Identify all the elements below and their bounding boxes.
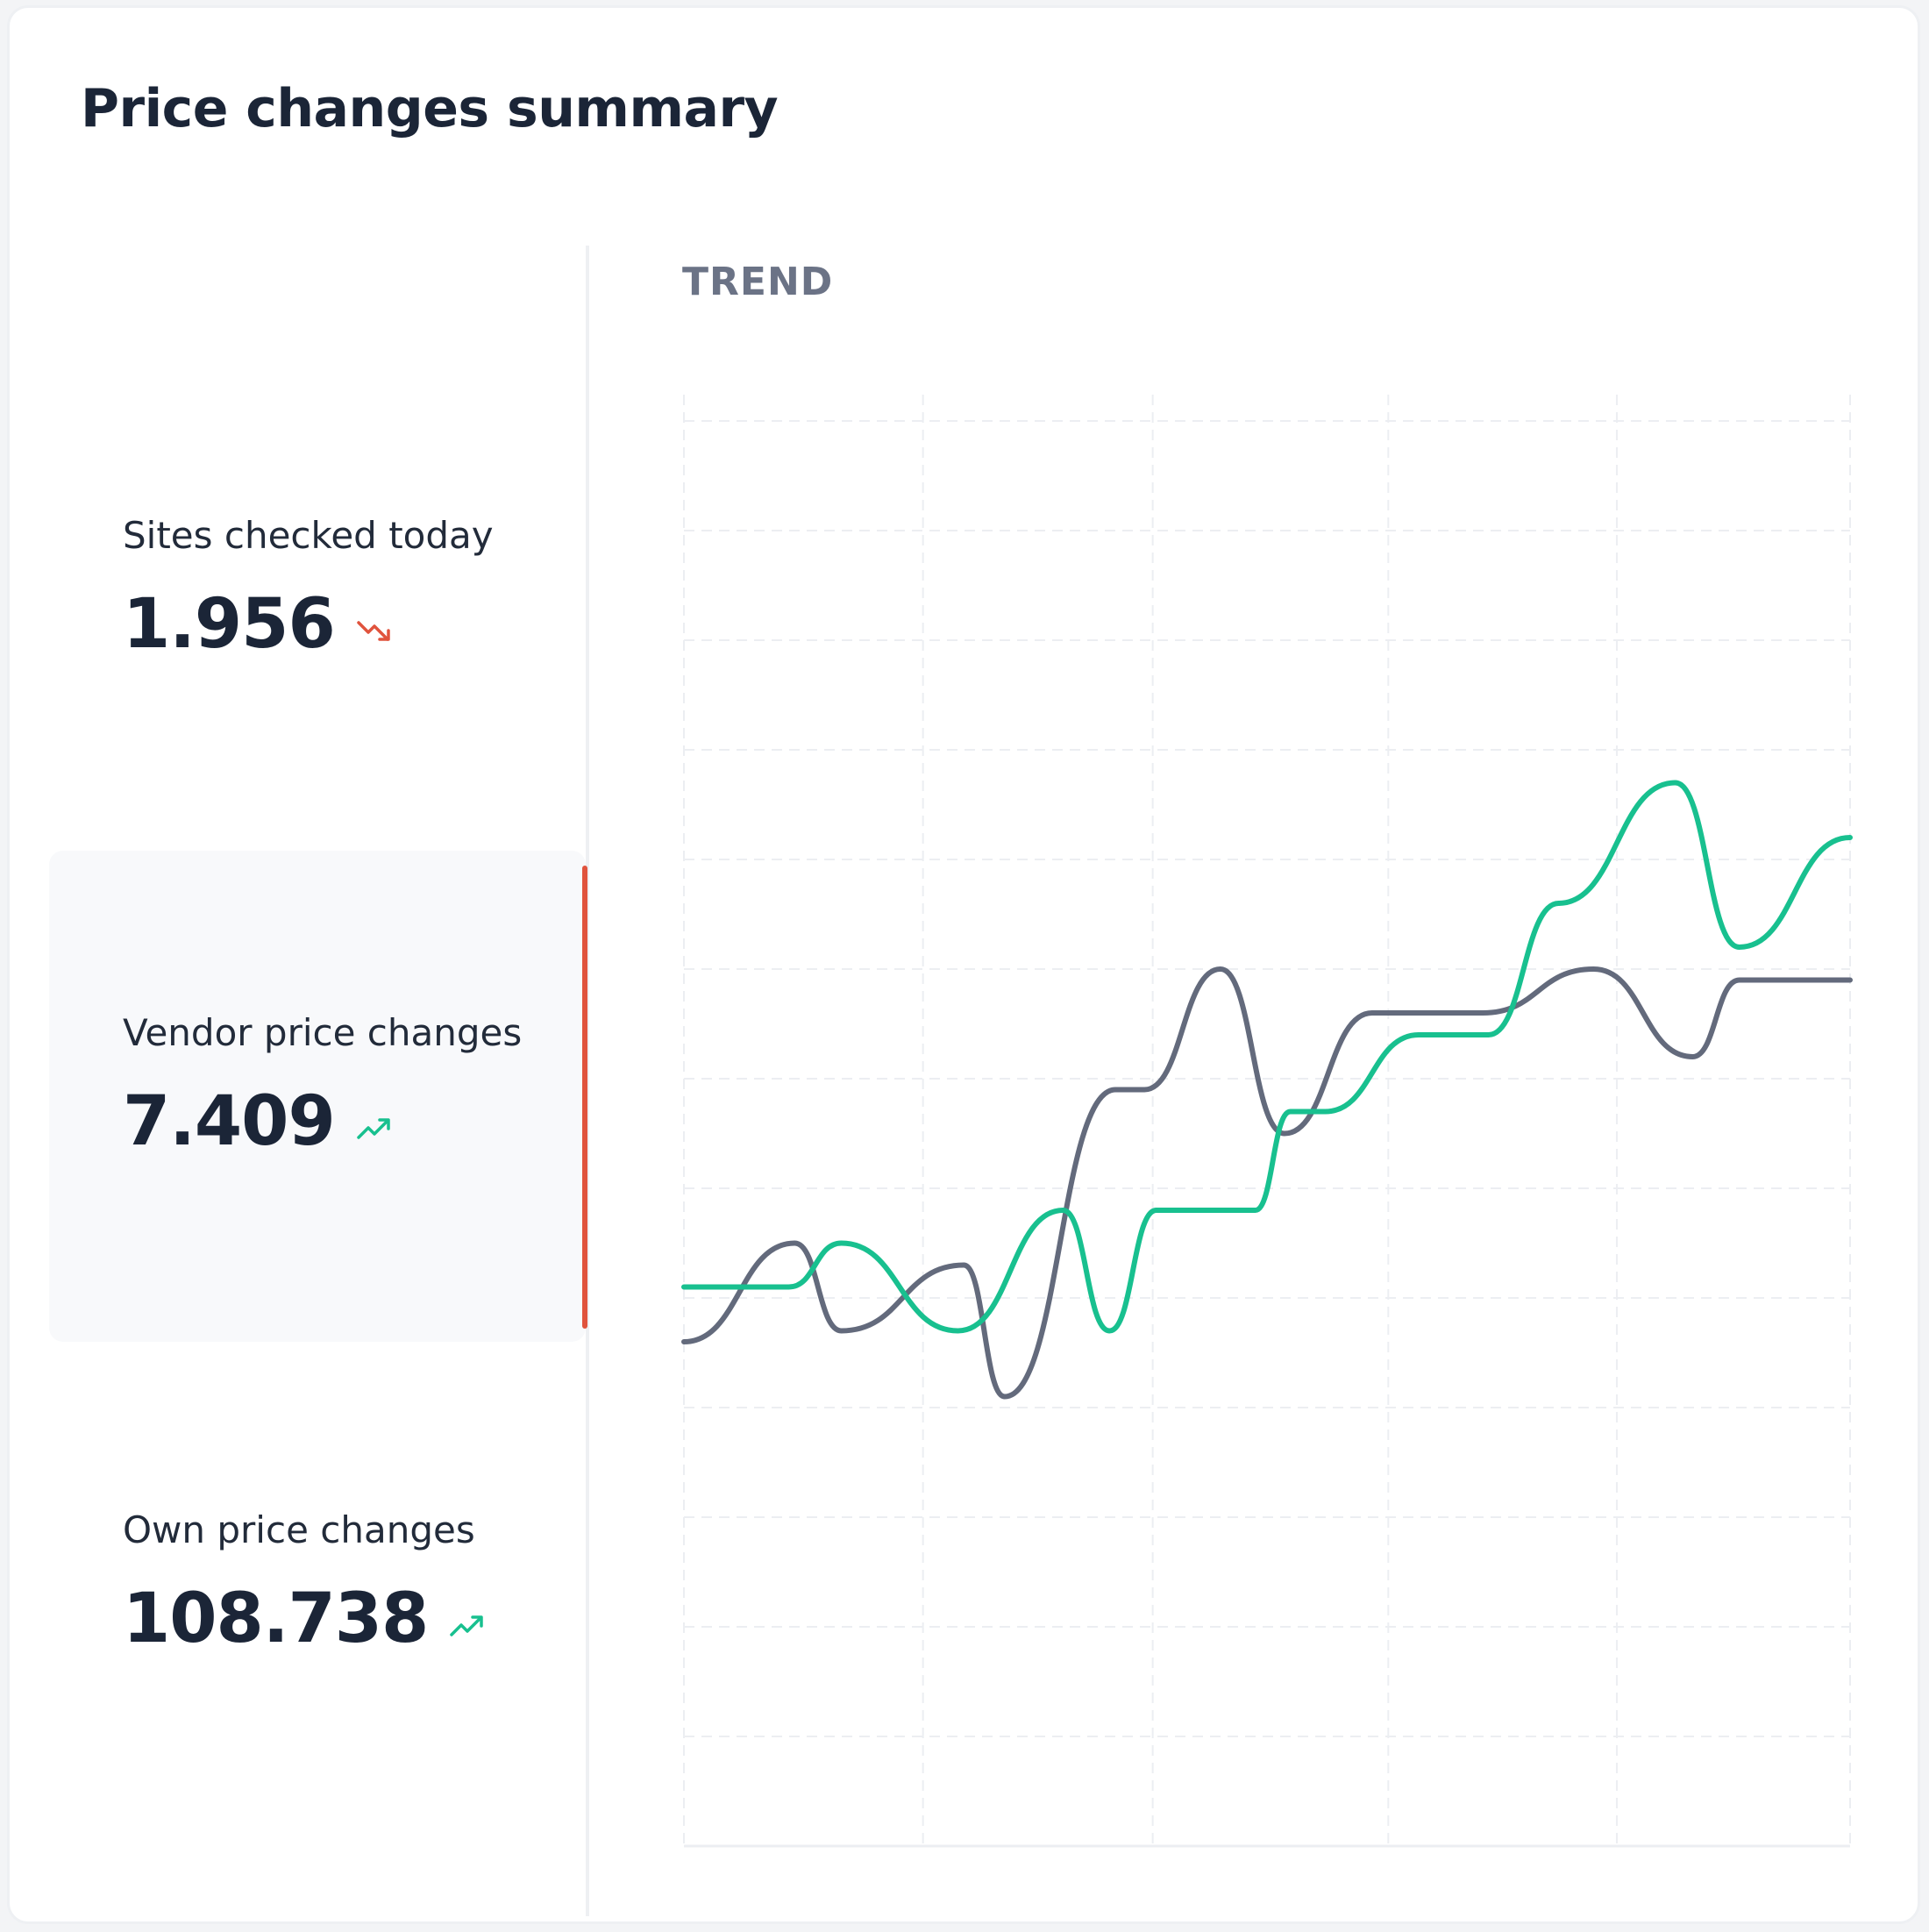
trend-chart bbox=[681, 395, 1853, 1848]
chart-series bbox=[681, 780, 1853, 1400]
trend-up-icon bbox=[356, 1118, 390, 1139]
trend-label: TREND bbox=[682, 260, 834, 304]
stat-vendor-price-changes[interactable]: Vendor price changes 7.409 bbox=[123, 1011, 522, 1161]
stat-label: Own price changes bbox=[123, 1508, 475, 1551]
active-indicator bbox=[582, 866, 587, 1329]
stat-value: 1.956 bbox=[123, 585, 336, 664]
stat-sites-checked[interactable]: Sites checked today 1.956 bbox=[123, 514, 494, 664]
stat-label: Sites checked today bbox=[123, 514, 494, 557]
chart-grid bbox=[683, 395, 1851, 1848]
trend-down-icon bbox=[356, 621, 390, 641]
stat-label: Vendor price changes bbox=[123, 1011, 523, 1054]
card-title: Price changes summary bbox=[81, 78, 779, 139]
trend-up-icon bbox=[450, 1615, 484, 1636]
stat-own-price-changes[interactable]: Own price changes 108.738 bbox=[123, 1508, 489, 1658]
panel-divider bbox=[586, 246, 589, 1916]
active-stat-highlight bbox=[49, 851, 586, 1342]
stat-value: 108.738 bbox=[123, 1579, 429, 1658]
series-line bbox=[681, 966, 1853, 1400]
stat-value: 7.409 bbox=[123, 1082, 336, 1161]
series-line bbox=[681, 780, 1853, 1334]
